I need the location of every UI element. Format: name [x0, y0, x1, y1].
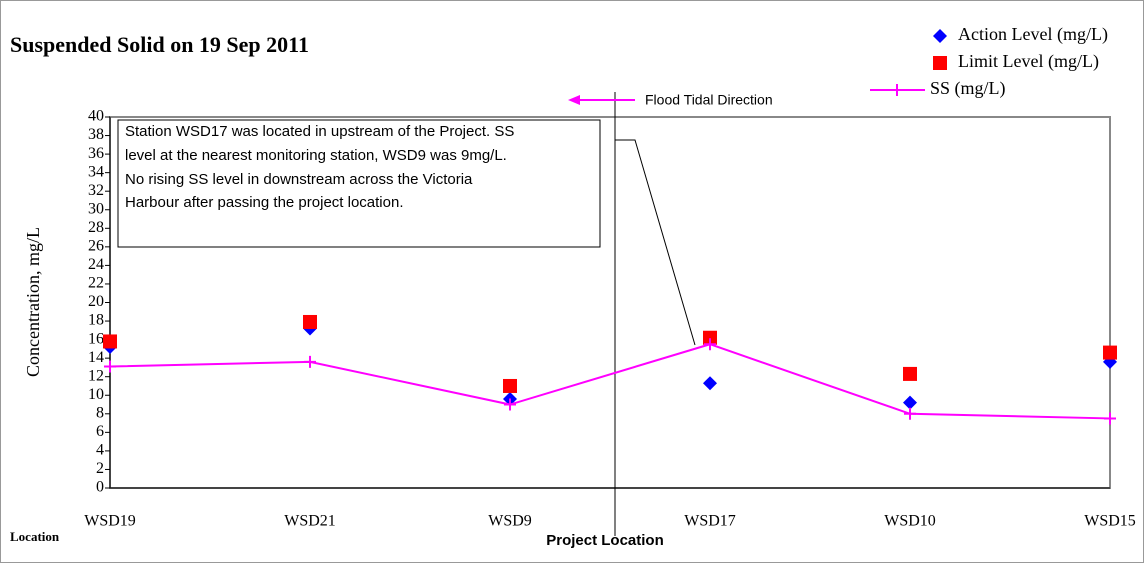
annotation-line: Station WSD17 was located in upstream of…: [125, 123, 514, 140]
point: [503, 378, 517, 393]
chart-title: Suspended Solid on 19 Sep 2011: [10, 32, 309, 57]
point: [903, 395, 917, 410]
y-tick-label: 32: [88, 182, 104, 199]
point: [703, 376, 717, 391]
point: [303, 314, 317, 329]
y-tick-label: 12: [88, 367, 104, 384]
y-tick-label: 2: [96, 460, 104, 477]
y-tick-label: 36: [88, 145, 104, 162]
y-tick-label: 8: [96, 404, 104, 421]
x-tick-label: WSD15: [1084, 513, 1136, 530]
x-tick-label: WSD9: [488, 513, 532, 530]
y-tick-label: 28: [88, 219, 104, 236]
y-tick-label: 34: [88, 163, 104, 180]
arrow-head: [568, 95, 580, 105]
point: [103, 334, 117, 349]
legend-marker: [891, 84, 903, 96]
x-tick-label: WSD21: [284, 513, 336, 530]
y-tick-label: 20: [88, 293, 104, 310]
point: [1104, 412, 1116, 425]
x-corner-label: Location: [10, 529, 60, 544]
y-tick-label: 26: [88, 238, 104, 255]
callout-line: [615, 139, 696, 346]
y-tick-label: 16: [88, 330, 104, 347]
point: [903, 366, 917, 381]
y-tick-label: 10: [88, 386, 104, 403]
point: [304, 355, 316, 368]
y-tick-label: 14: [88, 349, 104, 366]
series-line: [109, 343, 1111, 420]
legend-label: Limit Level (mg/L): [958, 51, 1099, 72]
x-tick-label: WSD19: [84, 513, 136, 530]
point: [704, 338, 716, 351]
y-tick-label: 18: [88, 312, 104, 329]
x-axis-label: Project Location: [546, 532, 664, 549]
annotation-box: [117, 119, 601, 248]
y-axis-label: Concentration, mg/L: [23, 227, 43, 377]
y-tick-label: 0: [96, 479, 104, 496]
y-tick-label: 40: [88, 108, 104, 125]
legend-marker: [933, 56, 947, 70]
annotation-line: Harbour after passing the project locati…: [125, 194, 404, 211]
y-tick-label: 30: [88, 200, 104, 217]
y-tick-label: 38: [88, 126, 104, 143]
legend-label: Action Level (mg/L): [958, 24, 1108, 45]
point: [1103, 345, 1117, 360]
x-tick-label: WSD17: [684, 513, 736, 530]
x-tick-label: WSD10: [884, 513, 936, 530]
y-tick-label: 24: [88, 256, 104, 273]
point: [104, 360, 116, 373]
legend-marker: [933, 29, 947, 43]
y-tick-label: 4: [96, 442, 104, 459]
legend-label: SS (mg/L): [930, 78, 1006, 99]
annotation-line: level at the nearest monitoring station,…: [125, 147, 507, 164]
point: [703, 330, 717, 345]
y-tick-label: 6: [96, 423, 104, 440]
point: [504, 398, 516, 411]
y-tick-label: 22: [88, 275, 104, 292]
annotation-line: No rising SS level in downstream across …: [125, 171, 473, 188]
point: [904, 407, 916, 420]
arrow-label: Flood Tidal Direction: [645, 92, 773, 108]
